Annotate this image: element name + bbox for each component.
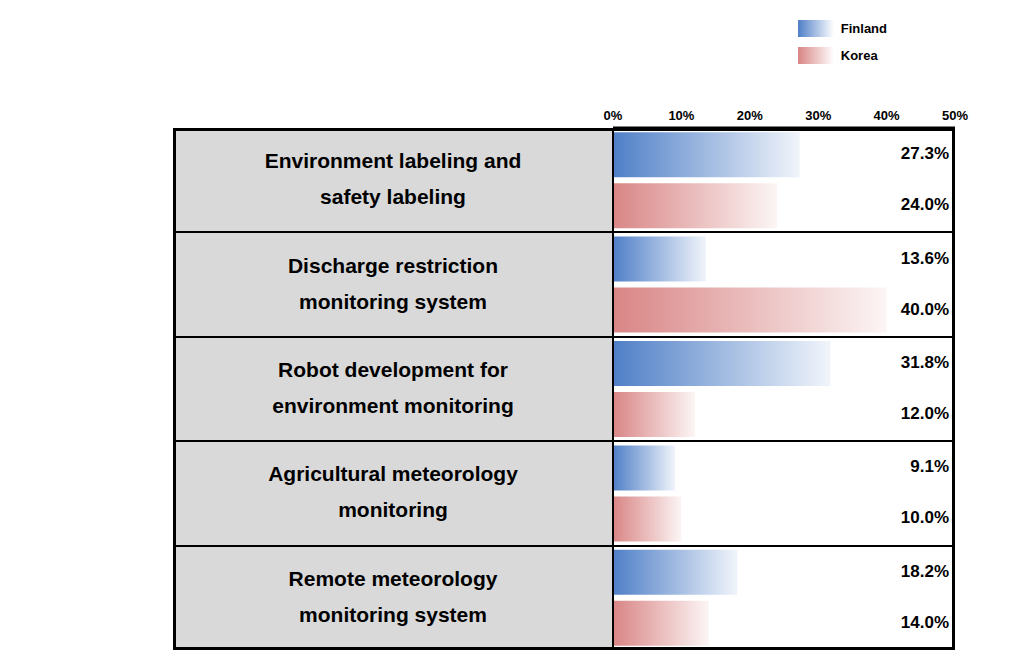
svg-text:30%: 30%	[805, 108, 831, 123]
html-text:Korea: Korea	[840, 48, 878, 63]
svg-text:Remote meteorologymonitoring s: Remote meteorologymonitoring system	[289, 566, 498, 625]
svg-text:14.0%: 14.0%	[901, 613, 949, 632]
svg-text:18.2%: 18.2%	[901, 562, 949, 581]
svg-text:40%: 40%	[874, 108, 900, 123]
svg-text:Robot development forenvironme: Robot development forenvironment monitor…	[272, 358, 514, 417]
svg-text:24.0%: 24.0%	[901, 195, 949, 214]
svg-text:Environment labeling andsafety: Environment labeling andsafety labeling	[265, 149, 522, 208]
svg-text:40.0%: 40.0%	[901, 300, 949, 319]
svg-text:10.0%: 10.0%	[901, 508, 949, 527]
svg-text:20%: 20%	[737, 108, 763, 123]
svg-text:Discharge restrictionmonitorin: Discharge restrictionmonitoring system	[288, 253, 498, 312]
svg-text:Agricultural meteorologymonito: Agricultural meteorologymonitoring	[268, 462, 518, 521]
svg-text:10%: 10%	[668, 108, 694, 123]
html-text:Finland: Finland	[840, 21, 887, 36]
svg-text:0%: 0%	[604, 108, 623, 123]
svg-text:12.0%: 12.0%	[901, 404, 949, 423]
svg-text:50%: 50%	[942, 108, 968, 123]
svg-text:13.6%: 13.6%	[901, 249, 949, 268]
svg-text:27.3%: 27.3%	[901, 144, 949, 163]
svg-text:31.8%: 31.8%	[901, 353, 949, 372]
svg-text:9.1%: 9.1%	[910, 457, 949, 476]
